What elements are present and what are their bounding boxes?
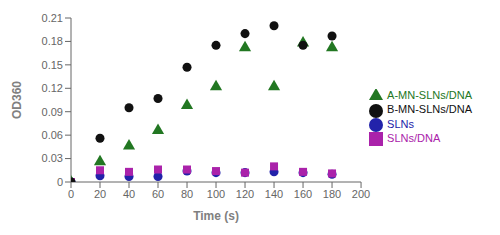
svg-text:0: 0 [68, 188, 74, 200]
svg-text:0.12: 0.12 [42, 82, 63, 94]
svg-text:60: 60 [152, 188, 164, 200]
svg-text:0.09: 0.09 [42, 106, 63, 118]
svg-text:OD360: OD360 [10, 81, 24, 119]
html-text:B-MN-SLNs/DNA: B-MN-SLNs/DNA [387, 103, 472, 116]
svg-text:0.06: 0.06 [42, 129, 63, 141]
svg-text:0.15: 0.15 [42, 59, 63, 71]
svg-text:160: 160 [294, 188, 312, 200]
html-text:A-MN-SLNs/DNA: A-MN-SLNs/DNA [387, 89, 472, 102]
svg-text:100: 100 [207, 188, 225, 200]
svg-text:120: 120 [236, 188, 254, 200]
svg-text:0.18: 0.18 [42, 35, 63, 47]
svg-text:200: 200 [352, 188, 370, 200]
svg-text:180: 180 [323, 188, 341, 200]
svg-text:Time (s): Time (s) [193, 209, 239, 223]
svg-text:80: 80 [181, 188, 193, 200]
svg-text:0.03: 0.03 [42, 152, 63, 164]
svg-text:40: 40 [123, 188, 135, 200]
html-text:SLNs: SLNs [387, 117, 414, 130]
svg-text:0.21: 0.21 [42, 12, 63, 24]
html-text:SLNs/DNA: SLNs/DNA [387, 131, 441, 144]
svg-text:0: 0 [57, 176, 63, 188]
svg-text:20: 20 [94, 188, 106, 200]
svg-text:140: 140 [265, 188, 283, 200]
